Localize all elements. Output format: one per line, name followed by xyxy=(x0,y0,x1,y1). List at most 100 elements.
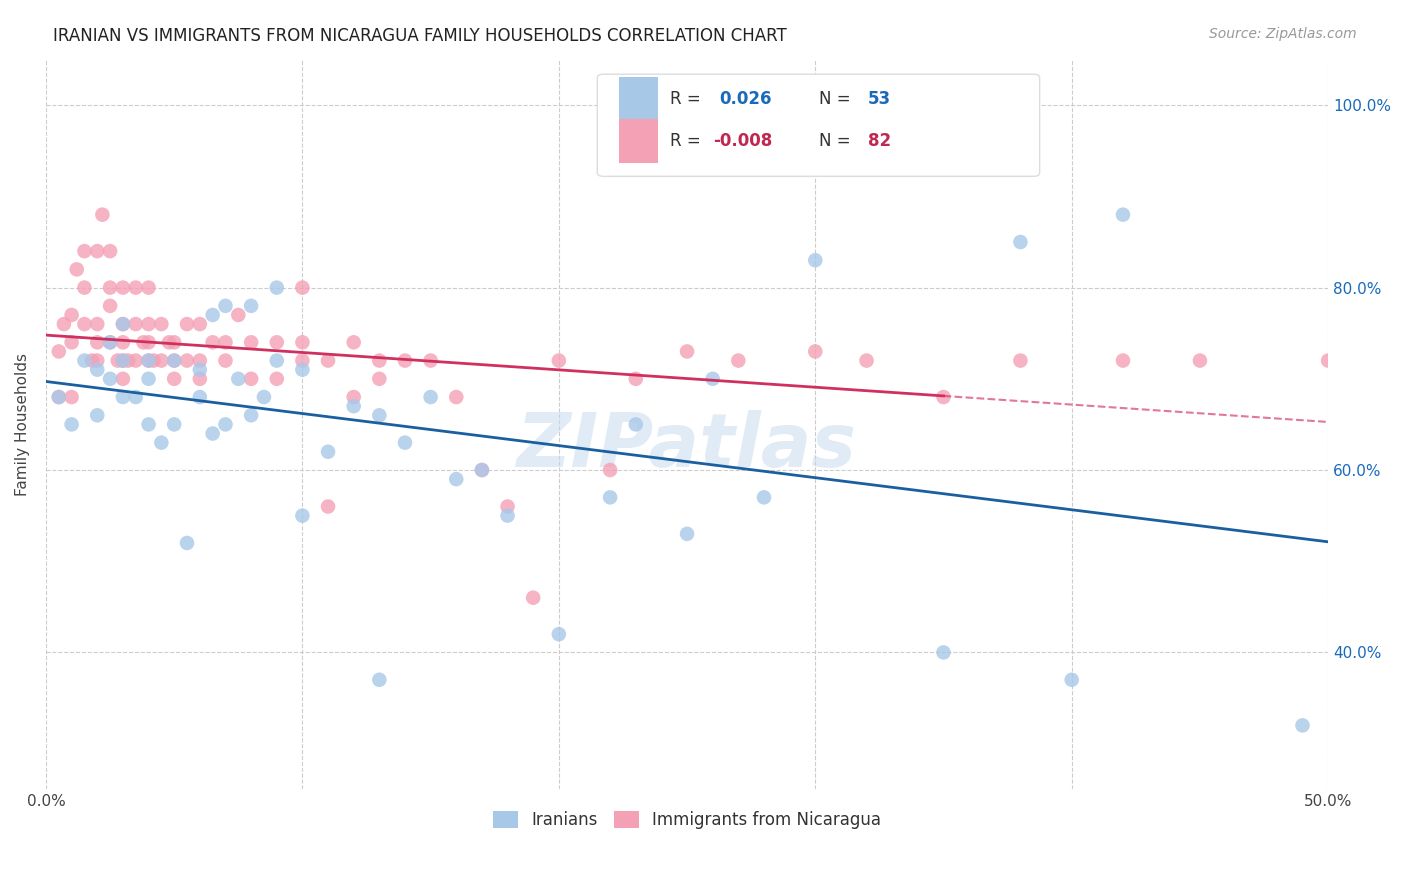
Point xyxy=(316,353,339,368)
Point xyxy=(855,353,877,368)
Point xyxy=(932,390,955,404)
Point xyxy=(98,335,121,350)
Point xyxy=(804,253,827,268)
Point xyxy=(727,353,749,368)
Point xyxy=(60,308,83,322)
Point xyxy=(266,353,288,368)
Point xyxy=(702,372,724,386)
Point xyxy=(496,508,519,523)
Point xyxy=(522,591,544,605)
Text: 0.026: 0.026 xyxy=(718,89,772,108)
Point xyxy=(1010,353,1032,368)
Point xyxy=(214,335,236,350)
Point xyxy=(138,417,160,432)
Point xyxy=(86,353,108,368)
Point xyxy=(73,244,96,259)
Point xyxy=(471,463,494,477)
Y-axis label: Family Households: Family Households xyxy=(15,353,30,496)
Point xyxy=(176,353,198,368)
Text: Source: ZipAtlas.com: Source: ZipAtlas.com xyxy=(1209,27,1357,41)
Point xyxy=(291,353,314,368)
Point xyxy=(138,353,160,368)
Point xyxy=(150,435,173,450)
Point xyxy=(1060,673,1083,687)
Point xyxy=(1188,353,1211,368)
Point xyxy=(60,417,83,432)
Point xyxy=(368,673,391,687)
Point xyxy=(932,645,955,659)
Point xyxy=(266,280,288,294)
Point xyxy=(368,353,391,368)
Point xyxy=(547,627,569,641)
Point xyxy=(157,335,180,350)
Point xyxy=(82,353,104,368)
Point xyxy=(419,353,441,368)
Point xyxy=(188,317,211,331)
Point xyxy=(368,409,391,423)
Point xyxy=(107,353,129,368)
Point xyxy=(1010,235,1032,249)
Point xyxy=(599,491,621,505)
Point xyxy=(60,335,83,350)
Point xyxy=(163,417,186,432)
Point xyxy=(226,308,249,322)
Point xyxy=(343,399,366,413)
Point xyxy=(240,409,263,423)
Text: 82: 82 xyxy=(868,132,891,151)
Point xyxy=(804,344,827,359)
Point xyxy=(419,390,441,404)
Point xyxy=(138,353,160,368)
Point xyxy=(316,444,339,458)
Point xyxy=(111,353,134,368)
Point xyxy=(111,353,134,368)
Point xyxy=(73,353,96,368)
Point xyxy=(176,317,198,331)
Point xyxy=(150,353,173,368)
Point xyxy=(266,372,288,386)
Point xyxy=(752,491,775,505)
Point xyxy=(86,244,108,259)
Text: R =: R = xyxy=(671,132,702,151)
Point xyxy=(48,390,70,404)
Point xyxy=(150,317,173,331)
Point xyxy=(98,372,121,386)
Point xyxy=(111,280,134,294)
Point xyxy=(125,353,148,368)
Point xyxy=(91,208,114,222)
Point xyxy=(98,299,121,313)
Point xyxy=(291,508,314,523)
Point xyxy=(214,417,236,432)
Point xyxy=(201,426,224,441)
Point xyxy=(111,317,134,331)
Point xyxy=(66,262,89,277)
Text: ZIPatlas: ZIPatlas xyxy=(517,409,858,483)
Point xyxy=(624,372,647,386)
Text: IRANIAN VS IMMIGRANTS FROM NICARAGUA FAMILY HOUSEHOLDS CORRELATION CHART: IRANIAN VS IMMIGRANTS FROM NICARAGUA FAM… xyxy=(53,27,787,45)
Point xyxy=(291,362,314,376)
Point xyxy=(111,335,134,350)
Point xyxy=(163,353,186,368)
Point xyxy=(86,317,108,331)
Point xyxy=(368,372,391,386)
FancyBboxPatch shape xyxy=(598,74,1039,177)
Point xyxy=(73,317,96,331)
Point xyxy=(138,335,160,350)
Point xyxy=(214,353,236,368)
Point xyxy=(226,372,249,386)
Point xyxy=(240,299,263,313)
FancyBboxPatch shape xyxy=(619,120,658,163)
Point xyxy=(138,317,160,331)
Legend: Iranians, Immigrants from Nicaragua: Iranians, Immigrants from Nicaragua xyxy=(486,804,889,836)
Point xyxy=(138,372,160,386)
Point xyxy=(176,536,198,550)
Point xyxy=(599,463,621,477)
Point xyxy=(676,344,699,359)
Point xyxy=(125,390,148,404)
FancyBboxPatch shape xyxy=(619,77,658,120)
Point xyxy=(48,344,70,359)
Point xyxy=(86,362,108,376)
Point xyxy=(48,390,70,404)
Point xyxy=(201,308,224,322)
Point xyxy=(291,280,314,294)
Point xyxy=(394,353,416,368)
